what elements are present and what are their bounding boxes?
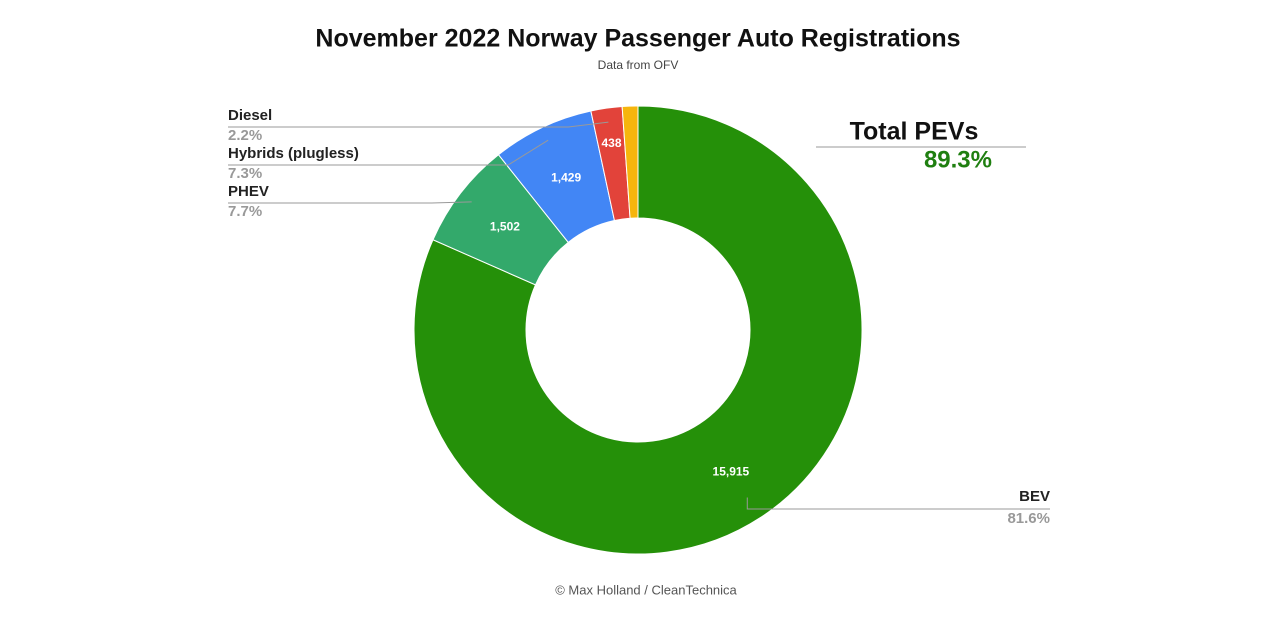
leader-line bbox=[746, 497, 1050, 510]
footer: © Max Holland / CleanTechnica bbox=[555, 582, 737, 597]
leader-line bbox=[228, 139, 549, 166]
percent-label: 7.7% bbox=[228, 203, 262, 220]
leader-line bbox=[228, 201, 472, 204]
category-label: Hybrids (plugless) bbox=[228, 145, 359, 162]
annotation-value: 89.3% bbox=[924, 146, 992, 173]
donut-slice bbox=[413, 105, 863, 555]
percent-label: 2.2% bbox=[228, 127, 262, 144]
category-label: Diesel bbox=[228, 107, 272, 124]
category-label: BEV bbox=[1019, 488, 1050, 505]
value-label: 1,502 bbox=[490, 220, 520, 234]
leader-line bbox=[228, 121, 609, 128]
value-label: 15,915 bbox=[713, 465, 750, 479]
annotation-title: Total PEVs bbox=[850, 118, 979, 146]
percent-label: 7.3% bbox=[228, 165, 262, 182]
chart-subtitle: Data from OFV bbox=[598, 58, 679, 72]
chart-title: November 2022 Norway Passenger Auto Regi… bbox=[315, 25, 960, 53]
donut-slice bbox=[621, 105, 639, 219]
percent-label: 81.6% bbox=[1007, 510, 1050, 527]
value-label: 438 bbox=[601, 136, 621, 150]
value-label: 1,429 bbox=[551, 170, 581, 184]
category-label: PHEV bbox=[228, 183, 269, 200]
